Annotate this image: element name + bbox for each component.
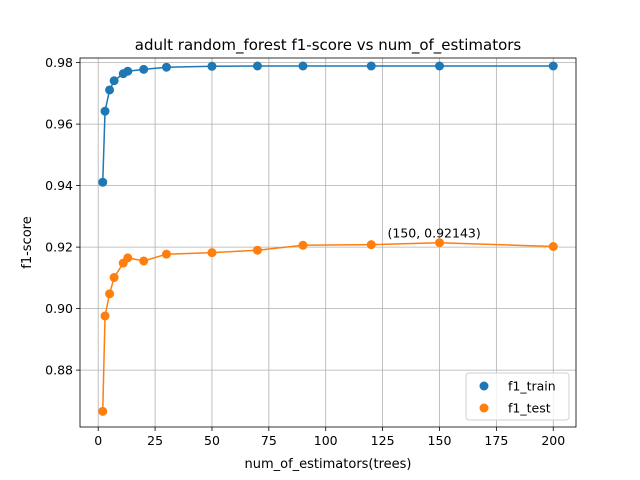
- x-tick-label: 150: [428, 433, 452, 448]
- y-tick-label: 0.90: [45, 301, 73, 316]
- data-point-f1-train: [298, 61, 308, 71]
- x-tick-label: 0: [94, 433, 102, 448]
- data-point-f1-train: [109, 76, 119, 86]
- annotations: (150, 0.92143): [387, 226, 480, 241]
- y-axis-label: f1-score: [20, 216, 35, 268]
- data-point-f1-test: [123, 253, 133, 263]
- legend-box: [465, 372, 570, 421]
- data-point-f1-test: [548, 241, 558, 251]
- data-point-f1-train: [207, 61, 217, 71]
- data-point-f1-train: [139, 64, 149, 74]
- legend-marker: [479, 403, 489, 413]
- data-point-f1-train: [98, 177, 108, 187]
- y-tick-label: 0.96: [45, 117, 73, 132]
- x-tick-label: 100: [314, 433, 338, 448]
- data-point-f1-test: [434, 238, 444, 248]
- data-point-f1-test: [298, 240, 308, 250]
- x-tick-label: 175: [484, 433, 508, 448]
- data-point-f1-train: [161, 62, 171, 72]
- y-tick-label: 0.94: [45, 178, 73, 193]
- y-tick-label: 0.92: [45, 240, 73, 255]
- data-point-f1-test: [366, 240, 376, 250]
- data-point-f1-test: [139, 256, 149, 266]
- x-tick-label: 50: [204, 433, 220, 448]
- grid-lines: [80, 58, 576, 427]
- data-point-f1-test: [100, 311, 110, 321]
- legend-entry-label: f1_test: [508, 401, 551, 416]
- y-tick-label: 0.98: [45, 55, 73, 70]
- data-point-f1-train: [366, 61, 376, 71]
- annotation-label: (150, 0.92143): [387, 226, 480, 241]
- x-tick-label: 125: [371, 433, 395, 448]
- data-point-f1-test: [252, 245, 262, 255]
- legend-marker: [479, 381, 489, 391]
- x-tick-label: 75: [261, 433, 277, 448]
- data-point-f1-train: [252, 61, 262, 71]
- data-point-f1-train: [105, 85, 115, 95]
- x-tick-label: 25: [147, 433, 163, 448]
- legend-entry-label: f1_train: [508, 379, 556, 394]
- data-point-f1-train: [100, 106, 110, 116]
- data-point-f1-test: [161, 249, 171, 259]
- x-tick-label: 200: [541, 433, 565, 448]
- data-point-f1-train: [548, 61, 558, 71]
- data-point-f1-test: [207, 248, 217, 258]
- series-group: [98, 61, 558, 416]
- data-point-f1-train: [123, 66, 133, 76]
- data-point-f1-test: [105, 289, 115, 299]
- y-tick-label: 0.88: [45, 363, 73, 378]
- plot-frame: [79, 57, 577, 428]
- x-axis-label: num_of_estimators(trees): [244, 457, 411, 472]
- legend: f1_train f1_test: [465, 372, 570, 421]
- axis-ticks: 0 25 50 75 100 125 150 175 200 0.88 0.90 0.92 0.94 0.…: [45, 55, 565, 448]
- data-point-f1-test: [98, 406, 108, 416]
- data-point-f1-train: [434, 61, 444, 71]
- data-point-f1-test: [109, 273, 119, 283]
- chart-title: adult random_forest f1-score vs num_of_e…: [135, 36, 522, 55]
